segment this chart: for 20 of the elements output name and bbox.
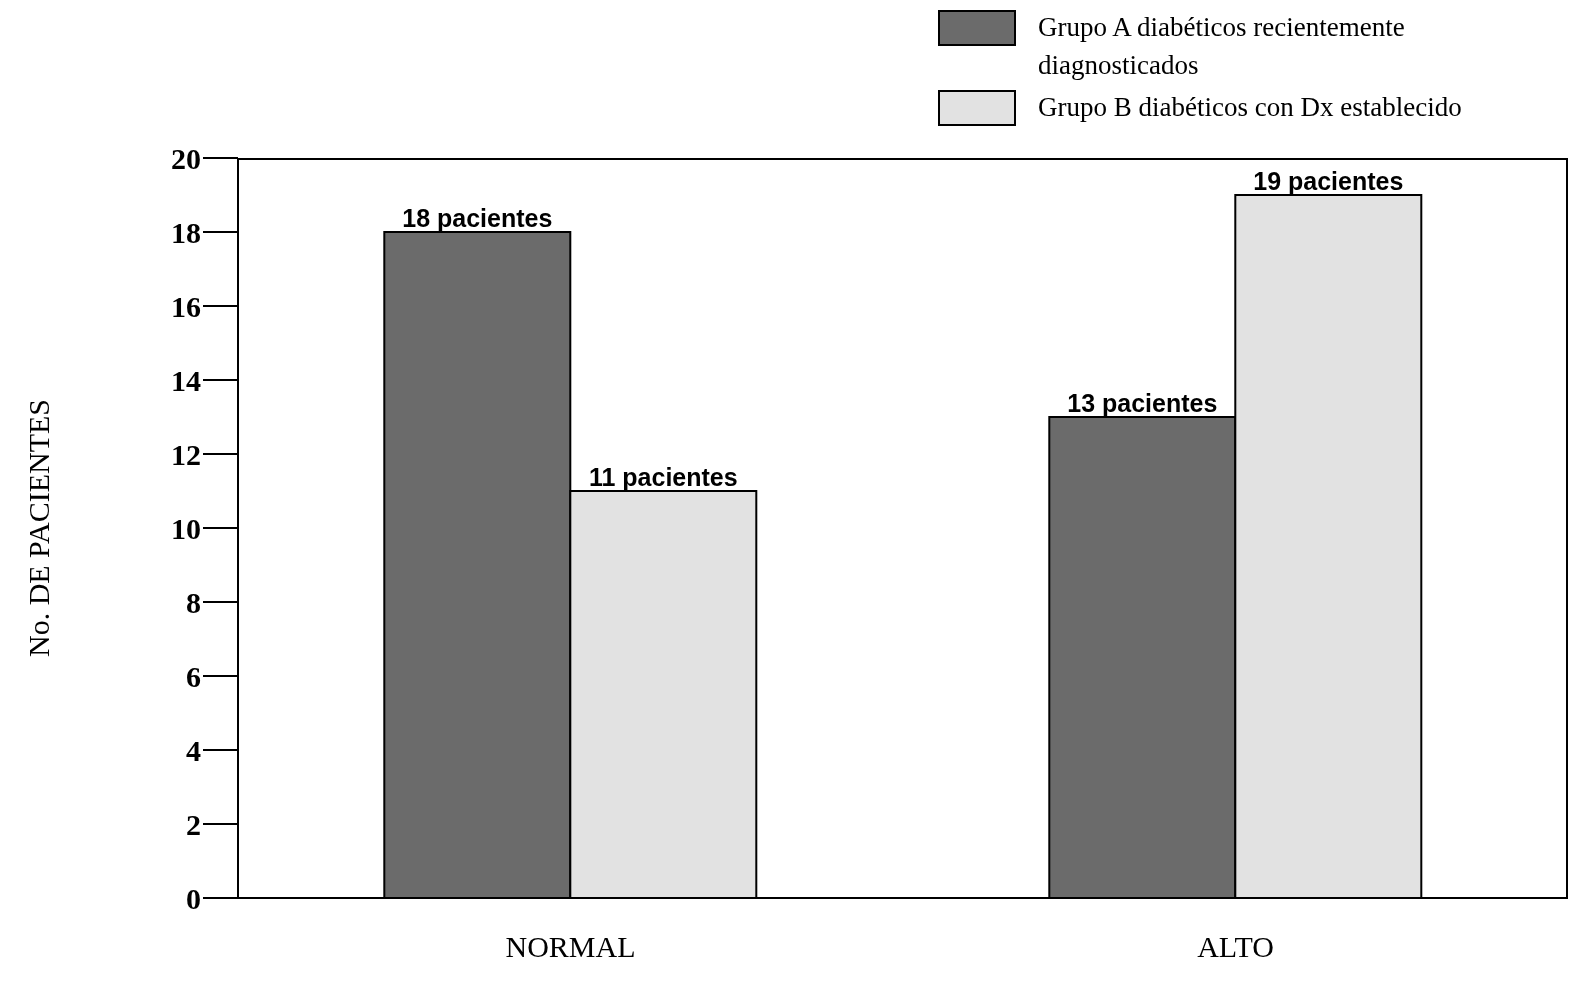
y-tick-label: 12 — [171, 437, 201, 471]
y-tick-label: 20 — [171, 141, 201, 175]
y-tick-label: 4 — [186, 733, 201, 767]
data-label: 11 pacientes — [588, 463, 738, 491]
y-tick-label: 8 — [186, 585, 201, 619]
y-axis-title: No. DE PACIENTES — [21, 398, 55, 658]
x-tick-label: NORMAL — [505, 930, 636, 964]
y-tick-label: 6 — [186, 659, 201, 693]
y-tick-label: 2 — [186, 807, 201, 841]
x-tick-label: ALTO — [1197, 930, 1274, 964]
y-tick-label: 14 — [171, 363, 201, 397]
y-tick-label: 18 — [171, 215, 201, 249]
y-tick-label: 16 — [171, 289, 201, 323]
legend-label: Grupo A diabéticos recientemente diagnosticados — [1038, 11, 1406, 82]
data-label: 13 pacientes — [1067, 389, 1218, 417]
data-label: 18 pacientes — [402, 204, 553, 232]
data-label: 19 pacientes — [1253, 167, 1404, 195]
y-tick-label: 0 — [186, 881, 201, 915]
y-tick-label: 10 — [171, 511, 201, 545]
legend-label: Grupo B diabéticos con Dx establecido — [1038, 91, 1462, 124]
